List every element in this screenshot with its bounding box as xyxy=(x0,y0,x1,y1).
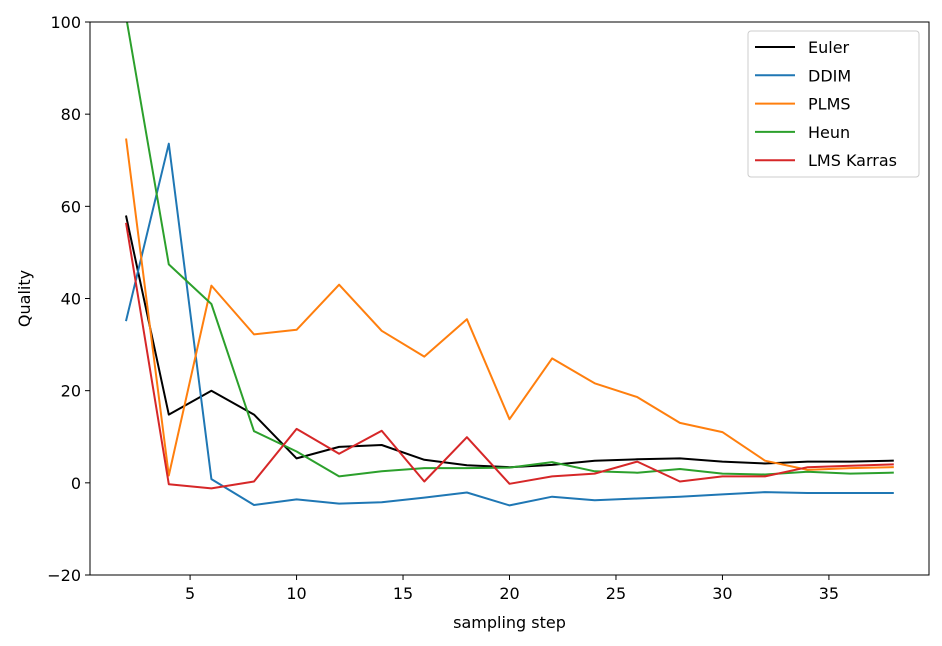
y-axis-ticks: −20 0 20 40 60 80 100 xyxy=(47,13,90,585)
legend-entry-label: Euler xyxy=(808,38,850,57)
legend-entry-label: DDIM xyxy=(808,66,851,85)
legend: Euler DDIM PLMS Heun LMS Karras xyxy=(747,30,920,178)
x-tick-label: 25 xyxy=(606,584,626,603)
series-line-ddim xyxy=(124,142,894,507)
x-axis-ticks: 5 10 15 20 25 30 35 xyxy=(185,575,839,603)
y-tick-label: 40 xyxy=(61,290,81,309)
y-tick-label: 20 xyxy=(61,382,81,401)
legend-entry-label: LMS Karras xyxy=(808,151,897,170)
x-axis-label: sampling step xyxy=(453,613,566,632)
series-line-plms xyxy=(125,138,894,477)
y-tick-label: 80 xyxy=(61,105,81,124)
series-line-lms-karras xyxy=(125,222,894,490)
x-tick-label: 10 xyxy=(286,584,306,603)
y-tick-label: 60 xyxy=(61,197,81,216)
y-tick-label: 100 xyxy=(50,13,81,32)
x-tick-label: 5 xyxy=(185,584,195,603)
x-tick-label: 30 xyxy=(712,584,732,603)
x-tick-label: 15 xyxy=(393,584,413,603)
y-tick-label: −20 xyxy=(47,566,81,585)
x-tick-label: 20 xyxy=(499,584,519,603)
y-axis-label: Quality xyxy=(15,270,34,327)
legend-entry-label: Heun xyxy=(808,123,850,142)
series-lines xyxy=(124,22,894,507)
series-line-heun xyxy=(125,22,894,478)
y-tick-label: 0 xyxy=(71,474,81,493)
x-tick-label: 35 xyxy=(819,584,839,603)
legend-box xyxy=(747,30,920,178)
legend-entry-label: PLMS xyxy=(808,95,851,114)
